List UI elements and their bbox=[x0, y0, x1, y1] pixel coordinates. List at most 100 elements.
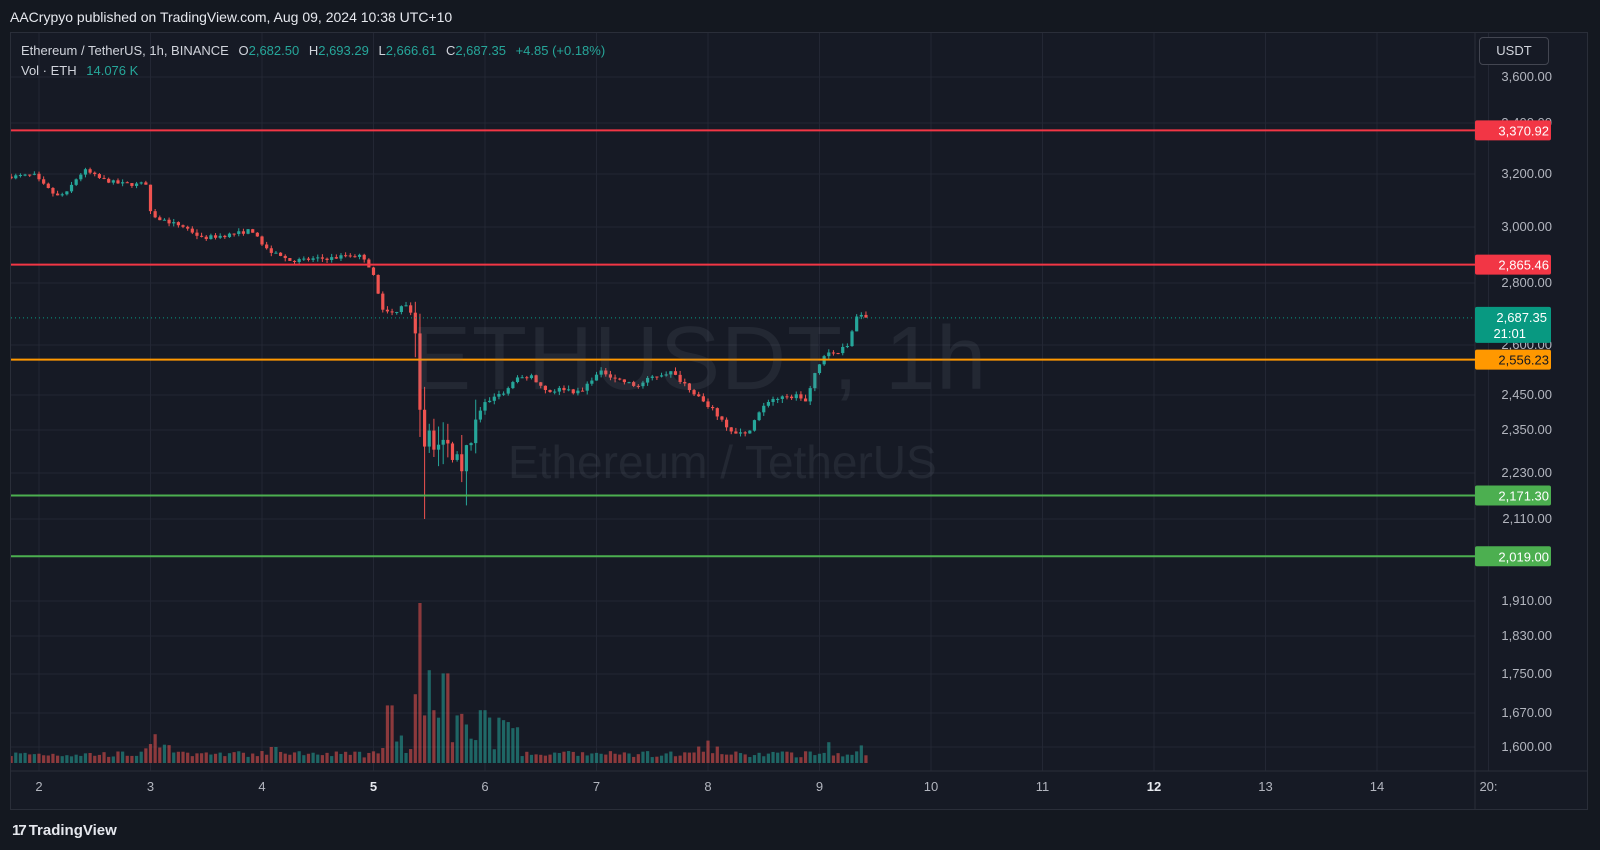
candle-body bbox=[576, 390, 580, 394]
volume-bar bbox=[204, 752, 208, 763]
candle-body bbox=[167, 219, 171, 224]
candle-body bbox=[785, 396, 789, 398]
candle-body bbox=[409, 305, 413, 313]
time-tick-label: 11 bbox=[1036, 779, 1050, 794]
price-tick-label: 3,200.00 bbox=[1501, 166, 1552, 181]
high-value: 2,693.29 bbox=[318, 43, 369, 58]
volume-bar bbox=[576, 755, 580, 763]
candle-body bbox=[306, 258, 311, 260]
brand-name: TradingView bbox=[28, 822, 117, 839]
candle-body bbox=[292, 260, 297, 262]
level-price-tag bbox=[1475, 485, 1551, 506]
price-tick-label: 3,000.00 bbox=[1501, 219, 1552, 234]
volume-bar bbox=[246, 756, 250, 763]
volume-bar bbox=[813, 755, 817, 763]
time-tick-label: 7 bbox=[593, 779, 600, 794]
candlestick-chart[interactable]: 3,600.003,400.003,200.003,000.002,800.00… bbox=[11, 33, 1587, 809]
volume-bar bbox=[283, 753, 287, 763]
volume-bar bbox=[646, 751, 650, 763]
candle-body bbox=[32, 173, 36, 175]
volume-bar bbox=[534, 754, 538, 763]
high-label: H bbox=[308, 43, 319, 58]
candle-body bbox=[525, 377, 529, 379]
volume-bar bbox=[116, 751, 120, 763]
tradingview-logo-icon: 17 bbox=[12, 822, 27, 839]
candle-body bbox=[176, 222, 180, 226]
candle-body bbox=[738, 432, 743, 434]
time-tick-label: 2 bbox=[35, 779, 42, 794]
volume-bar bbox=[176, 751, 180, 763]
volume-bar bbox=[330, 756, 334, 763]
volume-bar bbox=[711, 753, 715, 763]
volume-label[interactable]: Vol · ETH bbox=[21, 63, 77, 78]
candle-body bbox=[590, 380, 594, 384]
volume-bar bbox=[241, 752, 246, 763]
volume-bar bbox=[362, 757, 366, 763]
volume-bar bbox=[325, 752, 329, 763]
candle-body bbox=[724, 419, 729, 428]
level-price-label: 2,556.23 bbox=[1498, 353, 1549, 368]
volume-bar bbox=[729, 754, 733, 763]
volume-bar bbox=[292, 752, 297, 763]
volume-bar bbox=[371, 751, 376, 763]
open-value: 2,682.50 bbox=[248, 43, 300, 58]
currency-unit-button[interactable]: USDT bbox=[1479, 37, 1549, 65]
volume-bar bbox=[209, 754, 213, 763]
candle-body bbox=[711, 407, 715, 409]
candle-body bbox=[548, 390, 552, 393]
candle-body bbox=[79, 174, 83, 180]
volume-bar bbox=[237, 751, 241, 763]
candle-body bbox=[227, 233, 232, 238]
volume-bar bbox=[608, 751, 613, 763]
tradingview-logo[interactable]: 17 TradingView bbox=[12, 822, 117, 839]
volume-bar bbox=[766, 753, 770, 763]
volume-bar bbox=[316, 754, 320, 763]
chart-pane[interactable]: 3,600.003,400.003,200.003,000.002,800.00… bbox=[10, 32, 1588, 810]
candle-body bbox=[93, 172, 97, 175]
candle-body bbox=[780, 396, 784, 399]
volume-bar bbox=[269, 747, 273, 763]
candle-body bbox=[859, 314, 863, 317]
candle-body bbox=[190, 228, 194, 233]
volume-bar bbox=[232, 752, 236, 763]
volume-bar bbox=[334, 751, 338, 763]
candle-body bbox=[209, 235, 213, 240]
candle-body bbox=[752, 420, 757, 431]
volume-bar bbox=[74, 754, 78, 763]
volume-bar bbox=[32, 754, 36, 763]
candle-body bbox=[762, 405, 766, 413]
candle-body bbox=[790, 396, 794, 399]
volume-bar bbox=[799, 757, 803, 763]
volume-bar bbox=[697, 746, 701, 763]
volume-bar bbox=[520, 756, 524, 763]
candle-body bbox=[153, 211, 157, 218]
volume-bar bbox=[251, 753, 255, 763]
volume-bar bbox=[357, 751, 362, 763]
candle-body bbox=[520, 377, 524, 379]
volume-bar bbox=[585, 755, 589, 763]
candle-body bbox=[841, 346, 845, 354]
candle-body bbox=[320, 257, 324, 259]
volume-bar bbox=[348, 754, 352, 763]
symbol-title[interactable]: Ethereum / TetherUS, 1h, BINANCE bbox=[21, 43, 229, 58]
candle-body bbox=[302, 258, 306, 260]
candle-body bbox=[311, 258, 315, 260]
volume-bar bbox=[167, 745, 171, 763]
volume-bar bbox=[687, 752, 692, 763]
time-tick-label: 13 bbox=[1258, 779, 1272, 794]
volume-bar bbox=[125, 755, 129, 763]
volume-bar bbox=[632, 756, 636, 763]
candle-body bbox=[515, 377, 520, 383]
volume-bar bbox=[395, 741, 399, 763]
candle-body bbox=[808, 388, 812, 402]
candle-body bbox=[488, 400, 492, 403]
candle-body bbox=[255, 232, 259, 237]
candle-body bbox=[51, 187, 55, 194]
volume-bar bbox=[18, 753, 23, 763]
candle-body bbox=[381, 293, 385, 310]
candle-body bbox=[376, 274, 380, 294]
volume-bar bbox=[37, 753, 41, 763]
candle-body bbox=[613, 377, 617, 379]
candle-body bbox=[776, 398, 780, 400]
candle-body bbox=[427, 430, 431, 447]
